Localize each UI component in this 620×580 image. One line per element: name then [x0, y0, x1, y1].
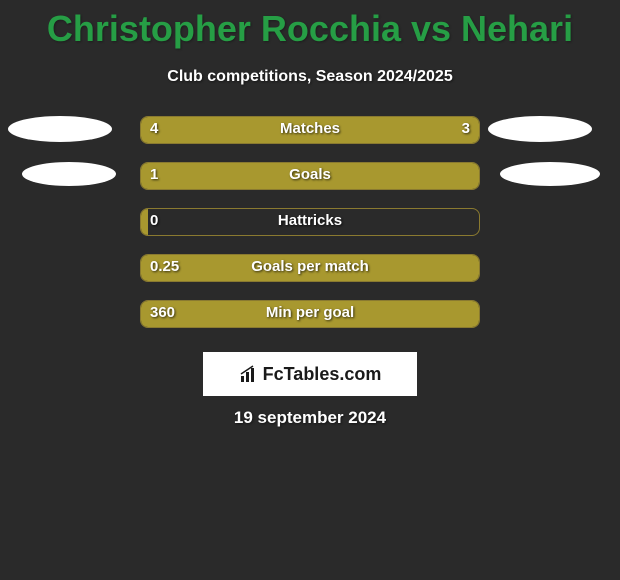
logo: FcTables.com [239, 364, 382, 385]
chart-icon [239, 364, 259, 384]
bar-label: Goals [140, 166, 480, 183]
logo-label: FcTables.com [263, 364, 382, 385]
bar-row: 360Min per goal [0, 300, 620, 332]
ellipse-left [8, 116, 112, 142]
bar-label: Goals per match [140, 258, 480, 275]
bar-label: Min per goal [140, 304, 480, 321]
bar-label: Hattricks [140, 212, 480, 229]
subtitle: Club competitions, Season 2024/2025 [0, 68, 620, 86]
bar-row: 1Goals [0, 162, 620, 194]
page-title: Christopher Rocchia vs Nehari [0, 0, 620, 50]
comparison-chart: 43Matches 1Goals 0Hattricks 0.25Goals per m… [0, 116, 620, 332]
bar-row: 0Hattricks [0, 208, 620, 240]
ellipse-left [22, 162, 116, 186]
bar-row: 0.25Goals per match [0, 254, 620, 286]
date: 19 september 2024 [0, 408, 620, 428]
bar-row: 43Matches [0, 116, 620, 148]
ellipse-right [488, 116, 592, 142]
bar-label: Matches [140, 120, 480, 137]
logo-box: FcTables.com [203, 352, 417, 396]
ellipse-right [500, 162, 600, 186]
